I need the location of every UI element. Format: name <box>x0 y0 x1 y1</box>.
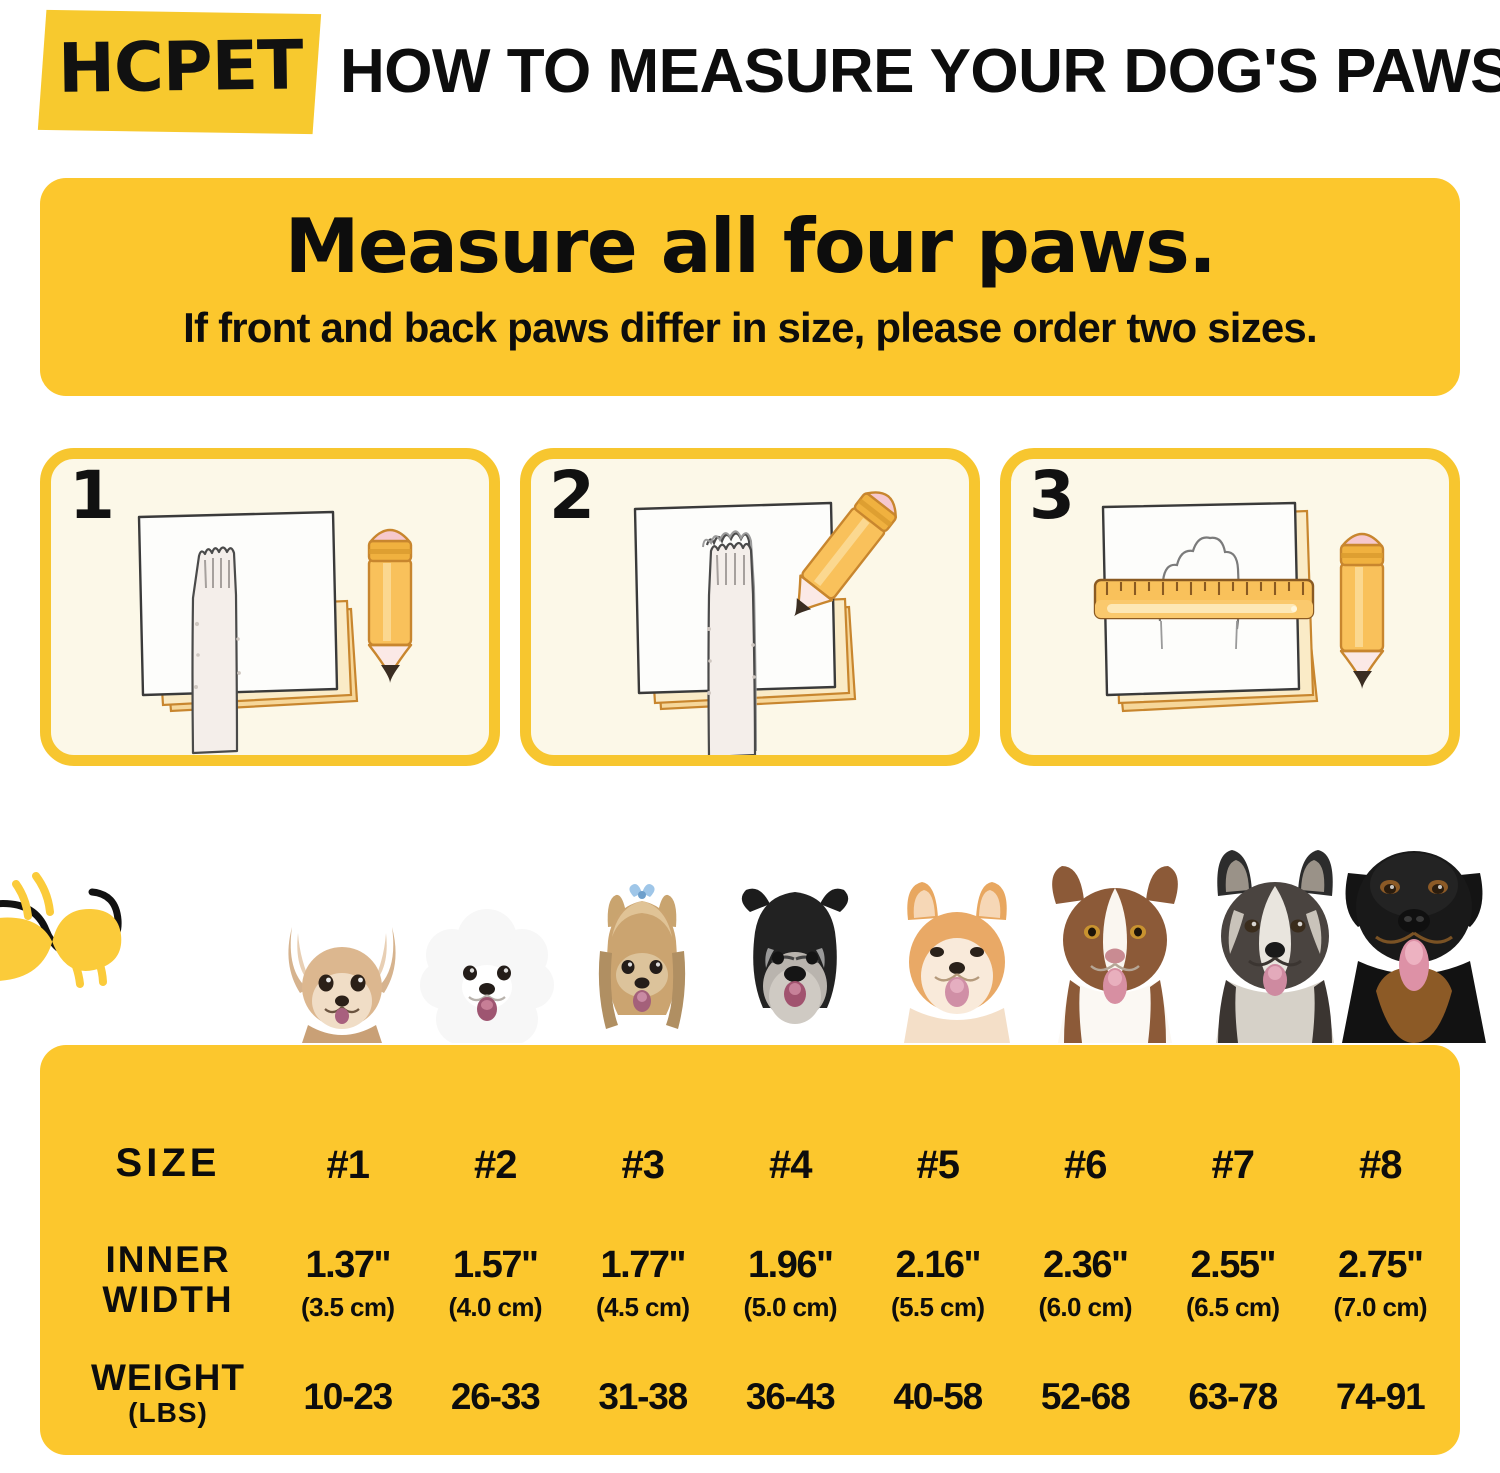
row-label-size: SIZE <box>115 1141 221 1185</box>
table-cell-inner-width-8: 2.75" (7.0 cm) <box>1333 1244 1428 1322</box>
page-title: HOW TO MEASURE YOUR DOG'S PAWS <box>340 37 1500 106</box>
step-number-2: 2 <box>549 457 595 534</box>
table-cell-weight-3: 31-38 <box>598 1376 688 1417</box>
instruction-banner: Measure all four paws. If front and back… <box>40 178 1460 396</box>
step-card-3: 3 <box>1000 448 1460 766</box>
table-row-size: SIZE #1 #2 #3 #4 #5 #6 #7 #8 <box>40 1137 1460 1197</box>
size-cells: #1 #2 #3 #4 #5 #6 #7 #8 <box>274 1137 1454 1197</box>
ruler-measuring-tracing-icon <box>1093 501 1385 713</box>
row-label-inner-width-line2: WIDTH <box>102 1279 234 1320</box>
table-cell-weight-7: 63-78 <box>1188 1376 1278 1417</box>
table-cell-size-1: #1 <box>326 1143 370 1187</box>
table-cell-weight-5: 40-58 <box>893 1376 983 1417</box>
table-cell-inner-width-6: 2.36" (6.0 cm) <box>1038 1244 1133 1322</box>
table-cell-inner-width-2: 1.57" (4.0 cm) <box>448 1244 543 1322</box>
table-cell-inner-width-3: 1.77" (4.5 cm) <box>596 1244 690 1322</box>
brand-logo-text: HCPET <box>57 26 304 109</box>
table-cell-inner-width-4: 1.96" (5.0 cm) <box>743 1244 838 1322</box>
pencil-tracing-paw-icon <box>633 491 897 755</box>
dog-photo-bichon-frise <box>420 909 554 1043</box>
banner-subline: If front and back paws differ in size, p… <box>183 304 1318 351</box>
header: HCPET HOW TO MEASURE YOUR DOG'S PAWS <box>0 0 1500 150</box>
table-cell-size-6: #6 <box>1064 1143 1107 1187</box>
pencil-icon <box>367 528 413 683</box>
hair-bow-icon <box>629 884 655 899</box>
table-cell-size-8: #8 <box>1359 1143 1402 1187</box>
dog-photo-shiba-inu <box>904 882 1010 1043</box>
pencil-icon <box>1339 532 1385 689</box>
table-cell-weight-2: 26-33 <box>450 1376 541 1417</box>
step-number-3: 3 <box>1029 457 1075 534</box>
dog-photo-rottweiler <box>1342 851 1486 1043</box>
step-number-1: 1 <box>69 457 115 534</box>
step-card-1: 1 <box>40 448 500 766</box>
paw-swoosh-icon <box>0 872 122 988</box>
table-cell-weight-8: 74-91 <box>1335 1376 1426 1417</box>
table-cell-size-7: #7 <box>1211 1143 1255 1187</box>
dog-photo-schnauzer <box>741 888 849 1024</box>
table-cell-size-2: #2 <box>474 1143 517 1187</box>
dog-photo-alaskan-malamute <box>1216 850 1334 1043</box>
table-cell-inner-width-7: 2.55" (6.5 cm) <box>1186 1244 1280 1322</box>
dog-photo-australian-shepherd <box>1052 866 1178 1043</box>
table-cell-size-4: #4 <box>769 1143 812 1187</box>
paw-on-paper-icon <box>137 510 413 755</box>
table-row-weight: WEIGHT (LBS) 10-23 26-33 31-38 36-43 40-… <box>40 1357 1460 1451</box>
pencil-icon <box>794 491 897 617</box>
banner-headline: Measure all four paws. <box>284 202 1217 290</box>
table-cell-weight-6: 52-68 <box>1040 1376 1131 1417</box>
table-row-inner-width: INNER WIDTH 1.37" (3.5 cm) 1.57" (4.0 cm… <box>40 1239 1460 1339</box>
table-cell-size-3: #3 <box>621 1143 665 1187</box>
dog-photo-strip <box>0 818 1500 1053</box>
step-cards: 1 <box>40 448 1460 766</box>
dog-photo-yorkshire-terrier <box>598 884 686 1029</box>
table-cell-weight-4: 36-43 <box>745 1376 836 1417</box>
table-cell-weight-1: 10-23 <box>303 1376 393 1417</box>
row-label-weight-line1: WEIGHT <box>91 1357 245 1398</box>
table-cell-inner-width-1: 1.37" (3.5 cm) <box>301 1244 395 1322</box>
dog-photo-chihuahua <box>288 927 396 1043</box>
weight-cells: 10-23 26-33 31-38 36-43 40-58 52-68 63-7… <box>274 1367 1454 1451</box>
row-label-weight-line2: (LBS) <box>128 1397 208 1428</box>
inner-width-cells: 1.37" (3.5 cm) 1.57" (4.0 cm) 1.77" (4.5… <box>274 1243 1454 1339</box>
step-card-2: 2 <box>520 448 980 766</box>
table-cell-inner-width-5: 2.16" (5.5 cm) <box>891 1244 985 1322</box>
table-cell-size-5: #5 <box>916 1143 960 1187</box>
ruler-icon <box>1093 578 1315 620</box>
row-label-inner-width-line1: INNER <box>105 1239 231 1280</box>
size-chart-table: SIZE #1 #2 #3 #4 #5 #6 #7 #8 INNER WIDTH… <box>40 1045 1460 1455</box>
